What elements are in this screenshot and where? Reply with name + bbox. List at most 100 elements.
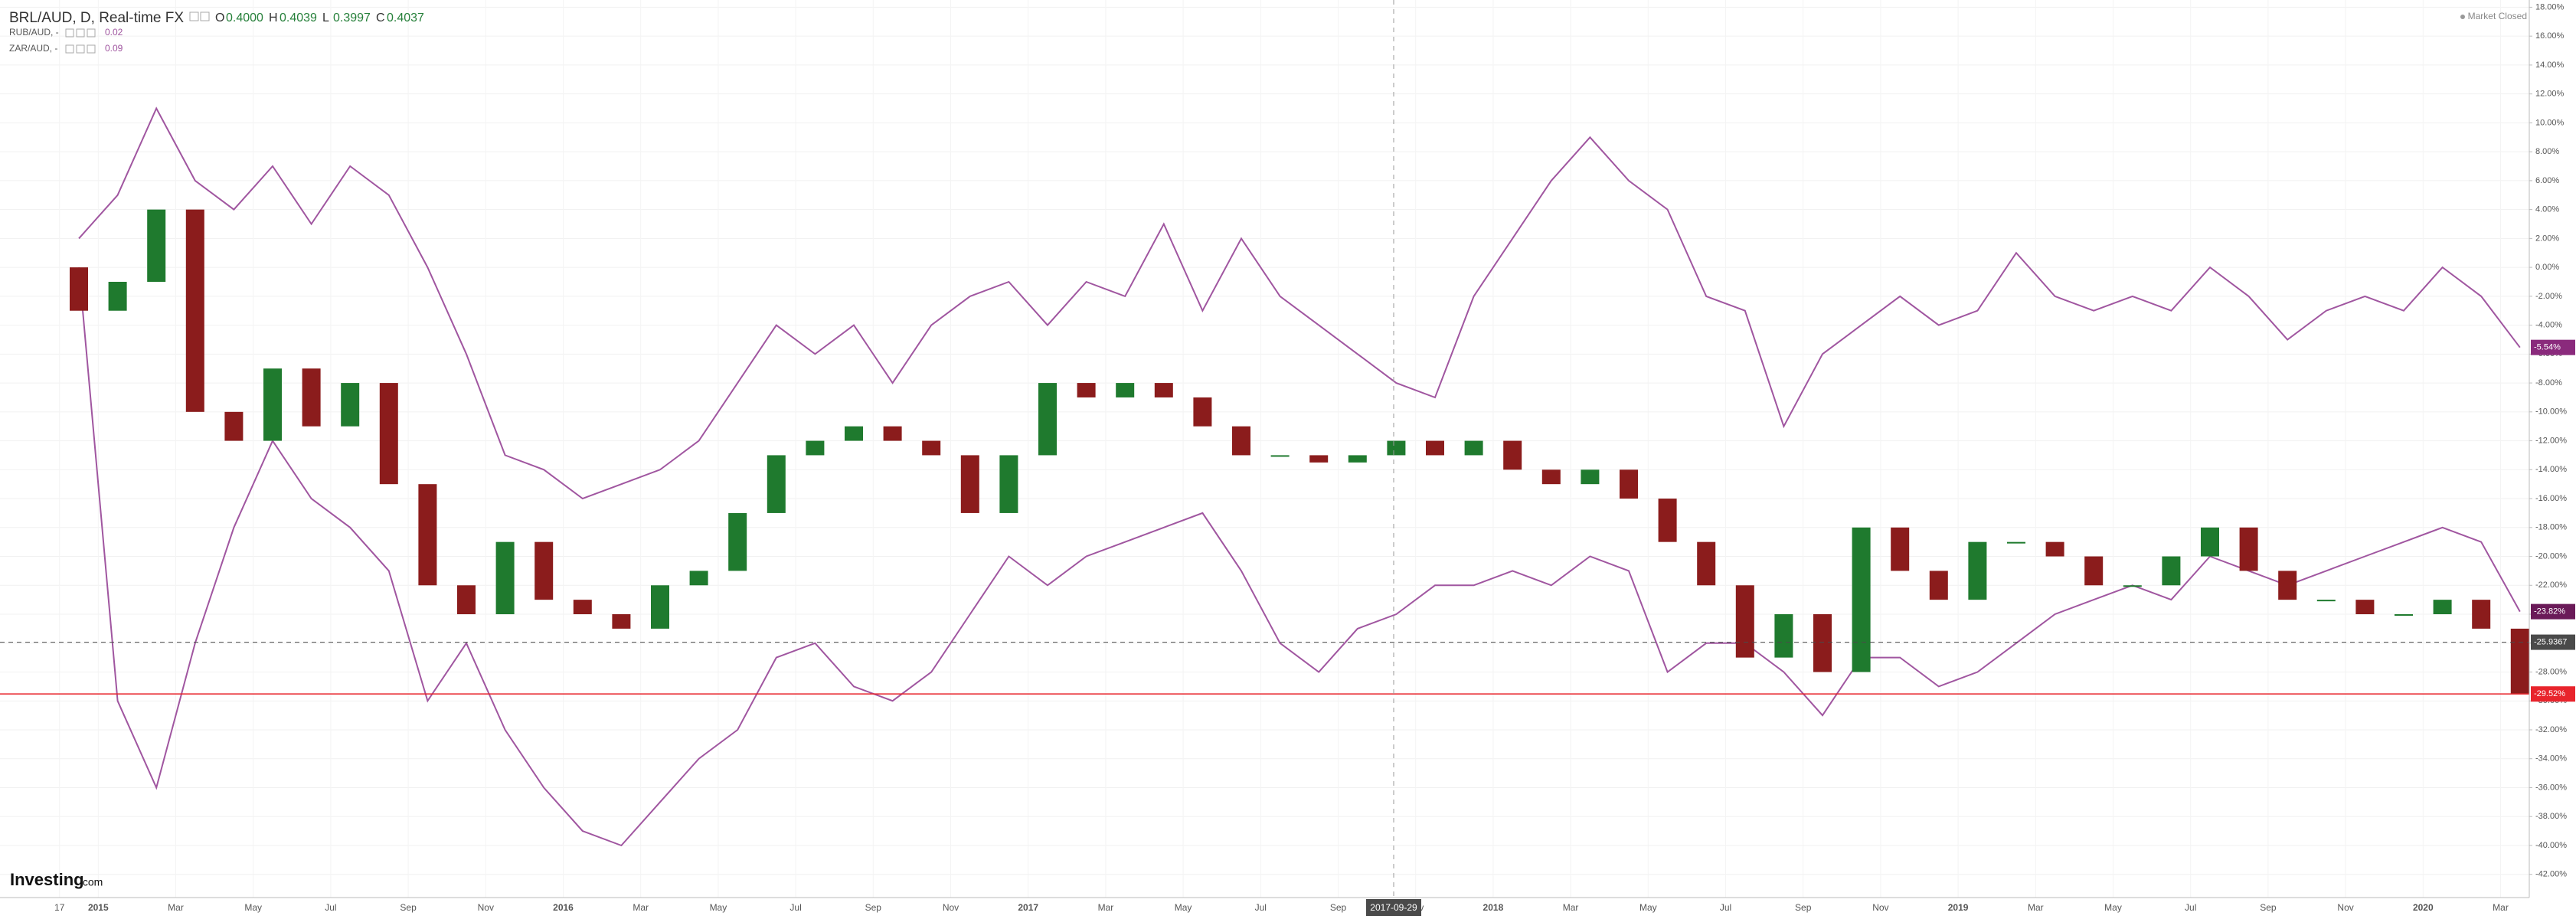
- y-tick-label: 16.00%: [2535, 31, 2565, 41]
- candle: [1891, 527, 1910, 571]
- candle: [1193, 397, 1212, 427]
- candle: [2472, 600, 2491, 629]
- compare-value: 0.09: [105, 43, 123, 54]
- icon: [189, 11, 199, 21]
- candle: [108, 281, 127, 311]
- candle: [651, 585, 669, 629]
- y-tick-label: 4.00%: [2535, 205, 2559, 214]
- y-tick-label: -4.00%: [2535, 321, 2562, 330]
- candle: [1852, 527, 1871, 672]
- y-tick-label: 0.00%: [2535, 263, 2559, 272]
- candle: [147, 209, 166, 282]
- y-tick-label: 12.00%: [2535, 90, 2565, 99]
- icon: [87, 44, 96, 54]
- candle: [767, 455, 786, 513]
- x-tick-label: Sep: [2260, 902, 2277, 913]
- x-tick-label: Jul: [789, 902, 801, 913]
- candle: [2316, 600, 2336, 602]
- x-tick-label: 2018: [1483, 902, 1504, 913]
- x-tick-label: 2017: [1018, 902, 1038, 913]
- candle: [1232, 426, 1250, 456]
- y-tick-label: -38.00%: [2535, 812, 2567, 821]
- x-tick-label: Jul: [325, 902, 336, 913]
- price-tag: [2531, 634, 2575, 650]
- candle: [379, 383, 398, 485]
- candle: [1154, 383, 1173, 397]
- y-tick-label: -14.00%: [2535, 465, 2567, 474]
- ohlc-value: 0.3997: [333, 11, 371, 25]
- y-tick-label: -22.00%: [2535, 581, 2567, 590]
- candle: [495, 541, 515, 615]
- y-tick-label: 8.00%: [2535, 147, 2559, 156]
- candle: [1697, 541, 1716, 586]
- candle: [2162, 556, 2181, 586]
- price-tag-label: -23.82%: [2534, 607, 2565, 616]
- axes: 18.00% 16.00% 14.00% 12.00% 10.00% 8.00% 6.00%…: [54, 2, 2575, 913]
- candle: [1774, 614, 1793, 658]
- y-tick-label: 18.00%: [2535, 2, 2565, 11]
- candle: [418, 484, 437, 586]
- compare-value: 0.02: [105, 27, 123, 38]
- y-tick-label: -42.00%: [2535, 870, 2567, 879]
- candle: [612, 614, 631, 629]
- x-tick-label: Nov: [478, 902, 494, 913]
- series-line: [78, 106, 2521, 500]
- candle: [302, 368, 321, 427]
- crosshair-label: 2017-09-29: [1370, 902, 1417, 913]
- candle: [2239, 527, 2258, 571]
- ohlc: O 0.4000 H 0.4039 L 0.3997 C 0.4037: [215, 11, 424, 25]
- y-tick-label: 14.00%: [2535, 61, 2565, 70]
- candle: [728, 512, 747, 571]
- ohlc-label: C: [376, 11, 385, 25]
- candle: [2045, 541, 2064, 557]
- y-tick-label: -18.00%: [2535, 523, 2567, 532]
- candle: [1116, 383, 1135, 397]
- candle: [185, 209, 204, 412]
- price-tag: [2531, 339, 2575, 355]
- logo: Investing: [10, 870, 84, 889]
- x-tick-label: Nov: [943, 902, 959, 913]
- x-tick-label: 2020: [2413, 902, 2434, 913]
- crosshair-label-box: [1366, 899, 1421, 916]
- x-tick-label: Mar: [168, 902, 184, 913]
- price-tag-label: -25.9367: [2534, 637, 2567, 646]
- candle: [883, 426, 902, 441]
- candle: [1581, 469, 1600, 485]
- candle: [573, 600, 592, 615]
- candle: [1270, 455, 1290, 457]
- price-tag-label: -5.54%: [2534, 343, 2561, 352]
- ohlc-label: O: [215, 11, 224, 25]
- candle: [263, 368, 282, 441]
- y-tick-label: -12.00%: [2535, 436, 2567, 445]
- y-tick-label: 2.00%: [2535, 234, 2559, 243]
- y-tick-label: -8.00%: [2535, 378, 2562, 388]
- x-tick-label: 2019: [1948, 902, 1969, 913]
- candle: [845, 426, 863, 441]
- candle: [960, 455, 979, 513]
- candle: [1309, 455, 1329, 463]
- icon: [65, 44, 74, 54]
- icon: [65, 28, 74, 38]
- y-tick-label: -20.00%: [2535, 551, 2567, 561]
- y-tick-label: -40.00%: [2535, 841, 2567, 850]
- y-tick-label: -10.00%: [2535, 407, 2567, 417]
- candle: [2278, 571, 2297, 600]
- chart-title: BRL/AUD, D, Real-time FX: [9, 10, 184, 26]
- candle: [341, 383, 360, 427]
- status-dot: [2460, 15, 2465, 19]
- candle: [689, 571, 708, 586]
- candle: [2433, 600, 2452, 615]
- x-tick-label: May: [2104, 902, 2122, 913]
- icon: [76, 28, 85, 38]
- candle: [1620, 469, 1638, 499]
- x-tick-label: May: [1175, 902, 1192, 913]
- candle: [2355, 600, 2375, 615]
- y-tick-label: -2.00%: [2535, 292, 2562, 301]
- compare-name: ZAR/AUD, -: [9, 43, 57, 54]
- compare-legend: RUB/AUD, - 0.02 ZAR/AUD, - 0.09: [9, 27, 123, 54]
- y-tick-label: -34.00%: [2535, 754, 2567, 764]
- candle: [922, 440, 941, 456]
- candle: [2123, 585, 2142, 587]
